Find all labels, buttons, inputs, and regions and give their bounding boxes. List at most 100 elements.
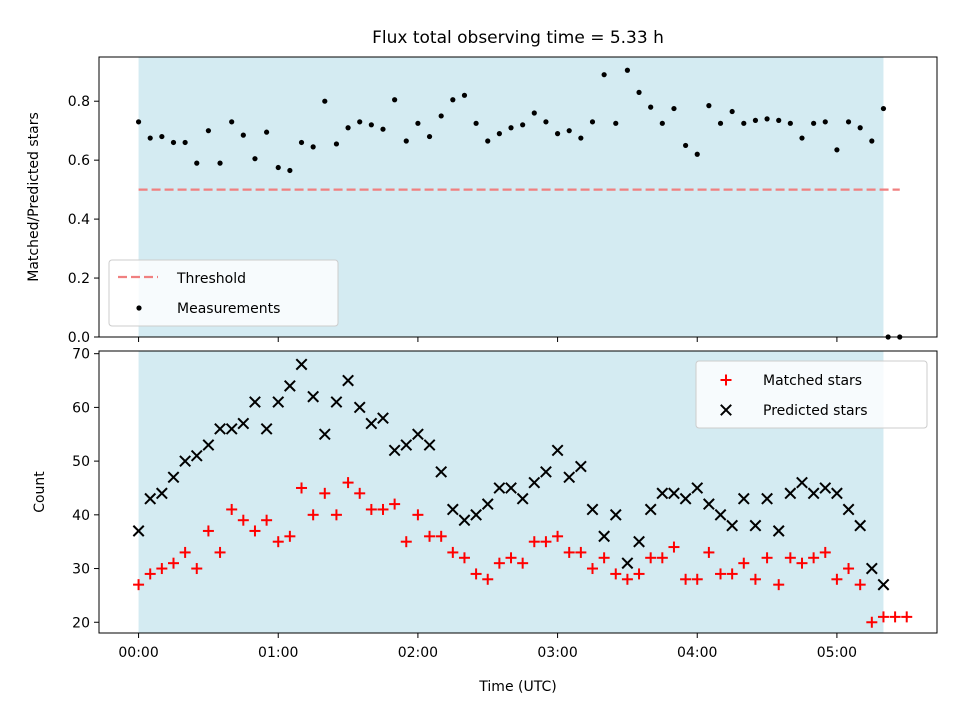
predicted-star-point [481, 498, 494, 510]
predicted-star-point [400, 439, 413, 451]
predicted-star-point [167, 471, 180, 484]
predicted-star-point [830, 487, 843, 500]
measurement-point [357, 119, 363, 125]
predicted-star-point [761, 492, 773, 505]
matched-star-point [307, 509, 319, 521]
top-y-tick-label: 0.0 [68, 330, 90, 346]
matched-star-point [808, 552, 820, 564]
predicted-stars-points [132, 358, 890, 591]
measurement-point [683, 142, 689, 149]
predicted-star-point [807, 487, 820, 500]
predicted-star-point [865, 562, 878, 575]
predicted-star-point [318, 428, 331, 441]
measurement-point [554, 131, 561, 137]
legend-matched-label: Matched stars [763, 373, 862, 389]
matched-star-point [540, 536, 552, 548]
predicted-star-point [190, 449, 203, 462]
measurement-point [822, 119, 828, 125]
legend-measurements-swatch [136, 305, 142, 311]
measurement-point [648, 104, 654, 110]
measurement-point [880, 105, 887, 112]
measurements-points [135, 67, 903, 340]
top-y-tick-label: 0.8 [68, 94, 90, 110]
bottom-legend-box [695, 360, 928, 429]
measurement-point [345, 125, 351, 131]
matched-star-point [179, 546, 191, 558]
measurement-point [252, 156, 258, 162]
matched-star-point [773, 579, 785, 591]
top-y-tick-label: 0.2 [68, 271, 90, 287]
matched-star-point [633, 568, 645, 580]
measurement-point [194, 160, 200, 166]
bottom-y-axis-label: Count [32, 471, 48, 513]
matched-star-point [552, 530, 564, 542]
measurement-point [624, 67, 631, 73]
matched-star-point [866, 616, 878, 628]
top-panel: 0.0 0.2 0.4 0.6 0.8 Flux total observing tim… [26, 28, 938, 346]
matched-star-point [272, 536, 284, 548]
predicted-star-point [574, 460, 587, 473]
matched-star-point [144, 568, 156, 580]
matched-star-point [156, 563, 168, 575]
predicted-star-point [819, 482, 832, 494]
matched-star-point [377, 503, 389, 515]
predicted-star-point [551, 444, 564, 457]
matched-star-point [319, 487, 331, 499]
measurement-point [368, 122, 374, 128]
x-axis-label: Time (UTC) [478, 679, 556, 695]
predicted-star-point [633, 535, 645, 548]
matched-star-point [237, 514, 249, 526]
predicted-star-point [563, 471, 576, 484]
matched-star-point [738, 557, 750, 569]
matched-star-point [843, 563, 855, 575]
matched-star-point [761, 552, 773, 564]
bottom-legend: Matched stars Predicted stars [695, 360, 928, 429]
measurement-point [135, 119, 142, 125]
matched-star-point [901, 611, 913, 623]
matched-star-point [715, 568, 727, 580]
measurement-point [741, 120, 747, 126]
bottom-y-tick-label: 30 [72, 562, 90, 578]
bottom-y-tick-label: 20 [72, 615, 90, 631]
matched-star-point [784, 552, 796, 564]
measurement-point [799, 135, 805, 141]
measurement-point [508, 125, 514, 131]
matched-star-point [680, 573, 692, 585]
predicted-star-point [586, 503, 599, 516]
matched-star-point [563, 546, 575, 558]
predicted-star-point [272, 396, 285, 408]
measurement-point [485, 138, 491, 144]
measurement-point [298, 139, 305, 146]
predicted-star-point [411, 428, 424, 441]
matched-star-point [691, 573, 703, 585]
top-y-tick-label: 0.4 [68, 212, 90, 228]
measurement-point [322, 98, 328, 104]
predicted-star-point [842, 503, 855, 516]
matched-star-point [412, 509, 424, 521]
measurement-point [496, 131, 502, 137]
predicted-star-point [214, 422, 226, 435]
measurement-point [275, 164, 281, 171]
measurement-point [240, 132, 246, 138]
matched-star-point [726, 568, 738, 580]
matched-star-point [133, 579, 145, 591]
predicted-star-point [365, 417, 378, 430]
measurement-point [450, 97, 456, 103]
predicted-star-point [446, 503, 459, 516]
measurement-point [601, 72, 607, 78]
predicted-star-point [784, 487, 797, 500]
matched-star-point [517, 557, 529, 569]
predicted-star-point [714, 508, 727, 521]
matched-star-point [365, 503, 377, 515]
matched-star-point [191, 563, 203, 575]
matched-star-point [424, 530, 436, 542]
measurement-point [706, 103, 712, 109]
predicted-star-point [342, 374, 354, 387]
matched-star-point [668, 541, 680, 553]
matched-star-point [458, 552, 470, 564]
x-tick-label: 02:00 [398, 645, 438, 661]
predicted-star-point [435, 465, 448, 478]
predicted-star-point [702, 498, 715, 510]
bottom-y-tick-label: 40 [72, 508, 90, 524]
